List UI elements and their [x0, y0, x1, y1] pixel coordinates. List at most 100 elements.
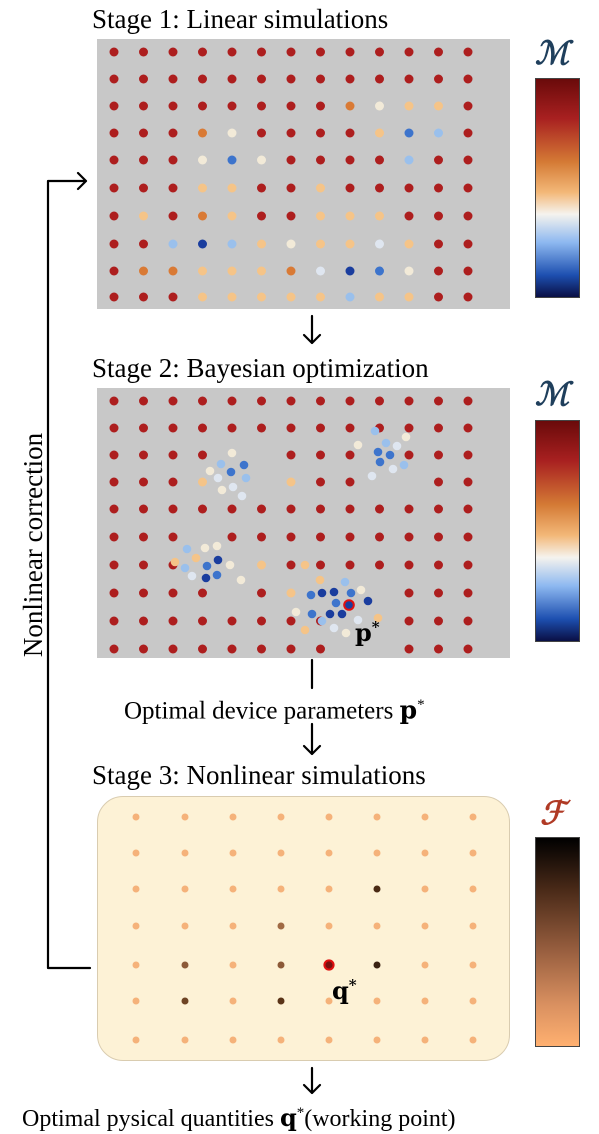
- stage2-colorbar-title: ℳ: [535, 375, 570, 413]
- stage1-dot: [109, 266, 119, 276]
- stage1-dot: [404, 47, 414, 57]
- stage3-dot: [229, 813, 237, 821]
- stage2-dot: [139, 423, 148, 433]
- stage1-dot: [286, 239, 296, 249]
- stage3-dot: [181, 961, 189, 969]
- stage1-dot: [227, 47, 237, 57]
- stage2-dot: [375, 396, 384, 406]
- stage1-dot: [286, 155, 296, 165]
- bayes-sample-dot: [363, 596, 373, 606]
- stage3-dot: [469, 997, 477, 1005]
- stage1-dot: [257, 101, 266, 111]
- stage1-dot: [227, 292, 237, 302]
- stage2-dot: [434, 644, 443, 654]
- stage2-dot: [463, 450, 473, 460]
- bayes-sample-dot: [325, 609, 335, 619]
- stage2-dot: [345, 504, 355, 514]
- stage2-dot: [109, 423, 119, 433]
- stage1-dot: [404, 101, 414, 111]
- arrow-stage3-to-result: [302, 1066, 322, 1095]
- bayes-sample-dot: [388, 464, 398, 474]
- stage3-dot: [373, 922, 381, 930]
- stage1-dot: [286, 101, 296, 111]
- stage2-dot: [109, 504, 119, 514]
- bayes-sample-dot: [331, 598, 341, 608]
- stage1-dot: [257, 266, 266, 276]
- stage2-dot: [316, 532, 325, 542]
- stage2-title: Stage 2: Bayesian optimization: [92, 353, 429, 383]
- stage1-dot: [198, 239, 207, 249]
- stage1-dot: [375, 211, 384, 221]
- stage2-dot: [286, 588, 296, 598]
- bayes-sample-dot: [239, 460, 249, 470]
- stage3-dot: [325, 885, 333, 893]
- optimal-q-marker: [323, 959, 335, 971]
- stage2-dot: [404, 504, 414, 514]
- stage3-dot: [373, 885, 381, 893]
- stage1-dot: [286, 266, 296, 276]
- stage2-dot: [227, 504, 237, 514]
- stage2-dot: [227, 644, 237, 654]
- stage1-dot: [109, 183, 119, 193]
- bayes-sample-dot: [317, 588, 327, 598]
- stage1-dot: [375, 101, 384, 111]
- stage1-dot: [198, 292, 207, 302]
- stage1-dot: [109, 74, 119, 84]
- stage2-dot: [198, 644, 207, 654]
- stage2-dot: [198, 423, 207, 433]
- bayes-sample-dot: [241, 473, 251, 483]
- stage2-dot: [345, 423, 355, 433]
- stage1-dot: [463, 128, 473, 138]
- stage2-dot: [168, 450, 178, 460]
- stage1-dot: [316, 155, 325, 165]
- bayes-sample-dot: [392, 441, 402, 451]
- stage1-dot: [227, 211, 237, 221]
- stage1-dot: [345, 211, 355, 221]
- stage1-dot: [198, 101, 207, 111]
- stage2-dot: [286, 616, 296, 626]
- stage1-dot: [316, 292, 325, 302]
- stage2-dot: [139, 588, 148, 598]
- stage2-dot: [168, 504, 178, 514]
- stage1-dot: [404, 128, 414, 138]
- bayes-sample-dot: [300, 625, 310, 635]
- stage1-dot: [463, 101, 473, 111]
- stage1-dot: [434, 101, 443, 111]
- bayes-sample-dot: [182, 544, 192, 554]
- stage2-dot: [168, 616, 178, 626]
- bayes-sample-dot: [381, 438, 391, 448]
- stage1-dot: [404, 155, 414, 165]
- stage1-dot: [434, 211, 443, 221]
- stage1-dot: [227, 74, 237, 84]
- stage1-dot: [227, 239, 237, 249]
- stage1-dot: [168, 128, 178, 138]
- stage1-dots: [109, 47, 473, 302]
- stage3-dot: [229, 922, 237, 930]
- stage3-dot: [229, 1036, 237, 1044]
- stage1-dot: [434, 266, 443, 276]
- stage2-dot: [227, 423, 237, 433]
- stage3-dot: [229, 961, 237, 969]
- stage1-dot: [463, 47, 473, 57]
- stage1-dot: [139, 211, 148, 221]
- bayes-sample-dot: [180, 563, 190, 573]
- stage1-dot: [198, 155, 207, 165]
- bayes-sample-dot: [213, 473, 223, 483]
- stage2-dot: [227, 616, 237, 626]
- stage1-dot: [375, 128, 384, 138]
- stage2-dot: [109, 450, 119, 460]
- stage2-dot: [316, 644, 325, 654]
- stage2-dot: [345, 450, 355, 460]
- stage1-dot: [463, 266, 473, 276]
- stage2-dot: [257, 644, 266, 654]
- stage2-dot: [198, 588, 207, 598]
- stage3-dot: [421, 922, 429, 930]
- stage2-dot: [109, 644, 119, 654]
- stage2-dot: [139, 477, 148, 487]
- stage2-dot: [109, 588, 119, 598]
- stage1-dot: [198, 47, 207, 57]
- stage1-dot: [404, 211, 414, 221]
- bayes-sample-dot: [385, 450, 395, 460]
- stage2-dot: [286, 477, 296, 487]
